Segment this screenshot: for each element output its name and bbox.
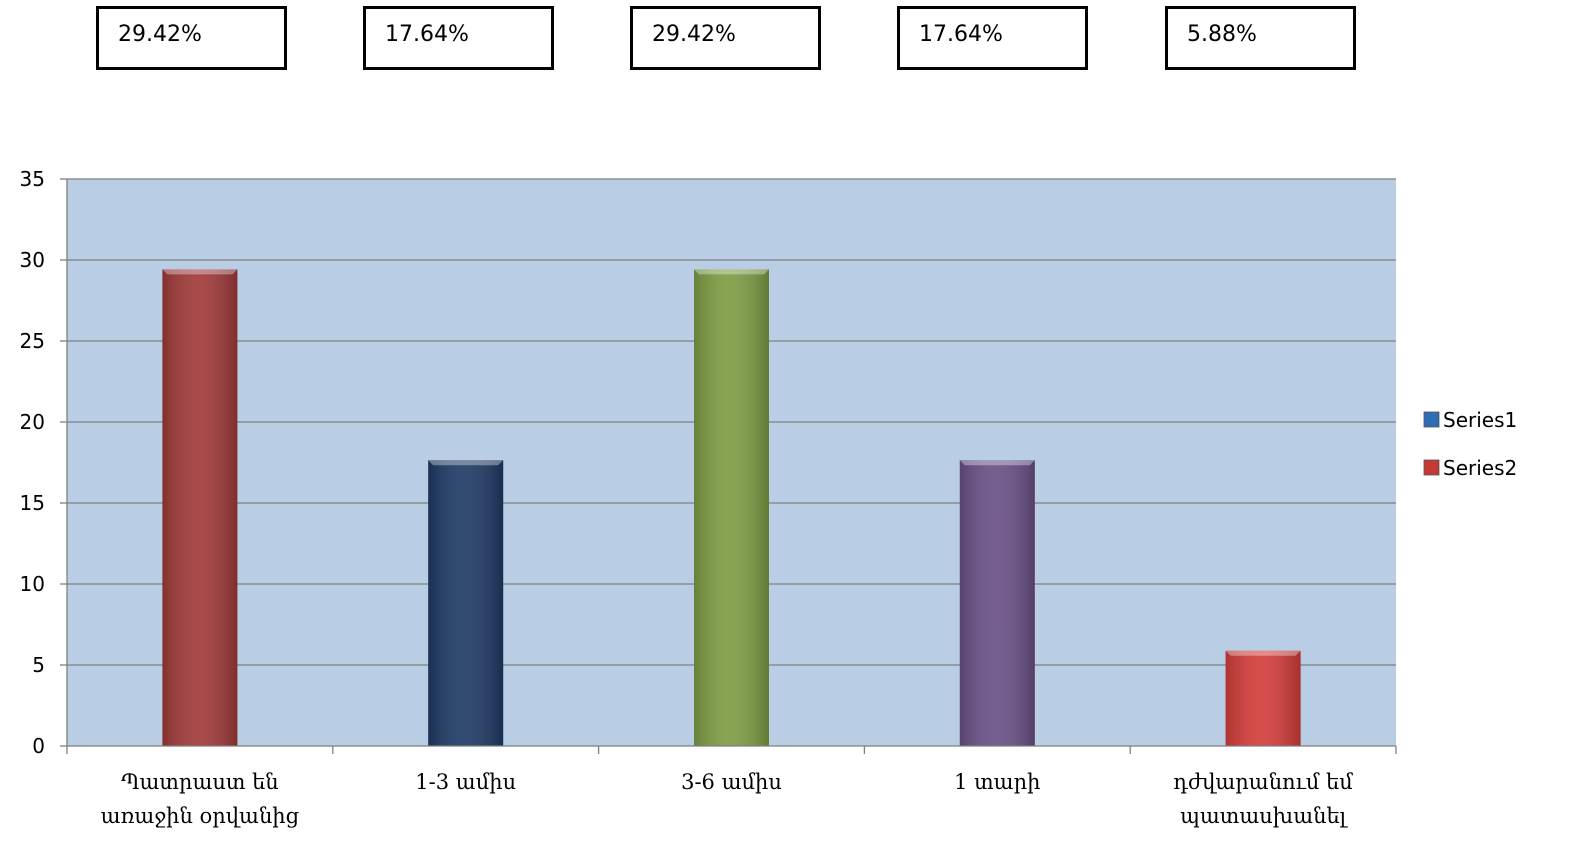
percent-box-1: 29.42% [96,6,287,70]
bar-bevel [428,460,504,466]
percent-box-4: 17.64% [897,6,1088,70]
x-category-label: 3-6 ամիս [681,770,782,794]
x-category-label: 1-3 ամիս [415,770,516,794]
y-tick-label: 15 [20,491,45,515]
bar-shading [1225,650,1301,746]
axis-labels: 0 5 10 15 20 25 30 35 Պատրաստ են առաջին օրվանից 1-… [20,167,1354,828]
y-tick-label: 0 [32,734,45,758]
y-tick-label: 35 [20,167,45,191]
y-tick-label: 20 [20,410,45,434]
bar-bevel [959,460,1035,466]
bar-shading [428,460,504,746]
legend: Series1 Series2 [1423,408,1517,480]
percent-box-5: 5.88% [1165,6,1356,70]
y-tick-label: 30 [20,248,45,272]
bar-bevel [162,269,238,275]
bars [162,269,1301,746]
bar-shading [694,269,769,746]
bar-shading [162,269,238,746]
bar-shading [959,460,1035,746]
percent-box-3: 29.42% [630,6,821,70]
x-category-label: Պատրաստ են առաջին օրվանից [101,770,299,828]
y-tick-label: 10 [20,572,45,596]
legend-swatch [1423,459,1440,476]
x-category-label: 1 տարի [954,770,1040,794]
bar-bevel [694,269,769,275]
y-tick-label: 25 [20,329,45,353]
bar-bevel [1225,650,1301,656]
x-category-label: դժվարանում եմ պատասխանել [1173,770,1353,828]
legend-label: Series1 [1443,408,1517,432]
y-tick-label: 5 [32,653,45,677]
axes [60,178,1397,754]
legend-swatch [1423,411,1440,428]
legend-label: Series2 [1443,456,1517,480]
percent-box-2: 17.64% [363,6,554,70]
